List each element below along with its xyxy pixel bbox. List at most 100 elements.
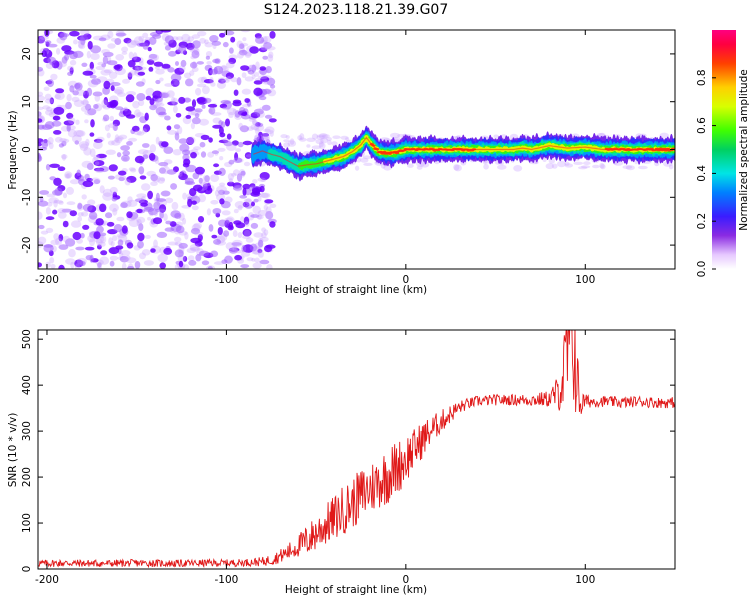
noise-speckle (134, 261, 141, 269)
noise-speckle (192, 172, 200, 180)
noise-speckle (126, 199, 138, 207)
noise-speckle (197, 234, 203, 242)
noise-speckle (119, 175, 127, 181)
noise-speckle (71, 96, 80, 103)
noise-speckle (327, 139, 332, 146)
noise-speckle (135, 198, 145, 203)
noise-speckle (258, 192, 269, 198)
noise-speckle (513, 165, 523, 172)
noise-speckle (204, 42, 214, 48)
noise-speckle (102, 55, 108, 65)
noise-speckle (88, 211, 98, 220)
noise-speckle (188, 260, 197, 266)
noise-speckle (75, 130, 86, 137)
noise-speckle (86, 50, 91, 59)
noise-speckle (226, 216, 235, 225)
noise-speckle (200, 134, 210, 141)
noise-speckle (258, 131, 263, 139)
noise-speckle (262, 55, 269, 60)
noise-speckle (55, 88, 65, 94)
noise-speckle (150, 174, 158, 182)
noise-speckle (244, 221, 250, 227)
noise-speckle (191, 205, 199, 211)
noise-speckle (280, 134, 288, 139)
noise-speckle (69, 30, 80, 37)
noise-speckle (60, 154, 68, 160)
noise-speckle (193, 222, 203, 229)
noise-speckle (58, 200, 64, 205)
noise-speckle (161, 63, 171, 69)
noise-speckle (242, 140, 253, 146)
noise-speckle (147, 46, 152, 52)
noise-speckle (285, 135, 290, 139)
noise-speckle (578, 166, 588, 170)
noise-speckle (110, 241, 115, 247)
noise-speckle (187, 255, 195, 262)
noise-speckle (46, 201, 53, 207)
noise-speckle (316, 135, 325, 140)
noise-speckle (55, 237, 63, 246)
noise-speckle (102, 192, 113, 201)
noise-speckle (114, 174, 122, 180)
noise-speckle (153, 201, 161, 211)
noise-speckle (157, 253, 168, 263)
noise-speckle (159, 262, 166, 269)
noise-speckle (89, 132, 95, 137)
noise-speckle (108, 237, 113, 246)
noise-speckle (164, 45, 171, 51)
ridge-centre-line (253, 136, 675, 167)
noise-speckle (75, 246, 85, 251)
noise-speckle (152, 217, 163, 225)
colorbar-tick-label: 0.8 (696, 69, 708, 86)
noise-speckle (190, 122, 195, 130)
noise-speckle (96, 225, 104, 233)
x-tick-label: 100 (575, 574, 595, 586)
noise-speckle (142, 32, 149, 38)
noise-speckle (186, 247, 197, 254)
noise-speckle (99, 256, 110, 265)
noise-speckle (80, 37, 86, 46)
noise-speckle (85, 138, 90, 146)
noise-speckle (170, 73, 182, 82)
noise-speckle (236, 77, 242, 86)
noise-speckle (103, 80, 111, 90)
noise-speckle (186, 137, 195, 145)
noise-speckle (58, 234, 64, 242)
noise-speckle (265, 211, 274, 220)
noise-speckle (57, 166, 66, 171)
noise-speckle (203, 79, 214, 84)
noise-speckle (149, 144, 157, 153)
noise-speckle (214, 189, 220, 197)
noise-speckle (241, 88, 252, 95)
noise-speckle (96, 153, 107, 159)
noise-speckle (185, 78, 194, 87)
noise-speckle (625, 165, 635, 171)
noise-speckle (600, 164, 606, 170)
noise-speckle (43, 244, 53, 248)
noise-speckle (97, 265, 102, 269)
noise-speckle (174, 67, 185, 75)
noise-speckle (289, 138, 295, 145)
noise-speckle (493, 134, 499, 139)
noise-speckle (235, 148, 242, 153)
noise-speckle (139, 60, 144, 66)
noise-speckle (113, 64, 121, 70)
noise-speckle (198, 194, 206, 203)
noise-speckle (311, 145, 322, 150)
noise-speckle (205, 51, 213, 58)
noise-speckle (62, 192, 68, 199)
noise-speckle (84, 119, 89, 124)
x-tick-label: 100 (575, 274, 595, 286)
noise-speckle (51, 120, 62, 127)
noise-speckle (136, 112, 144, 118)
noise-speckle (53, 199, 58, 208)
noise-speckle (228, 247, 235, 252)
noise-speckle (68, 249, 76, 258)
noise-speckle (218, 78, 226, 84)
noise-speckle (240, 264, 250, 269)
noise-speckle (53, 177, 62, 186)
noise-speckle (133, 130, 142, 136)
noise-speckle (182, 256, 188, 262)
noise-speckle (258, 47, 268, 53)
noise-speckle (82, 180, 94, 188)
